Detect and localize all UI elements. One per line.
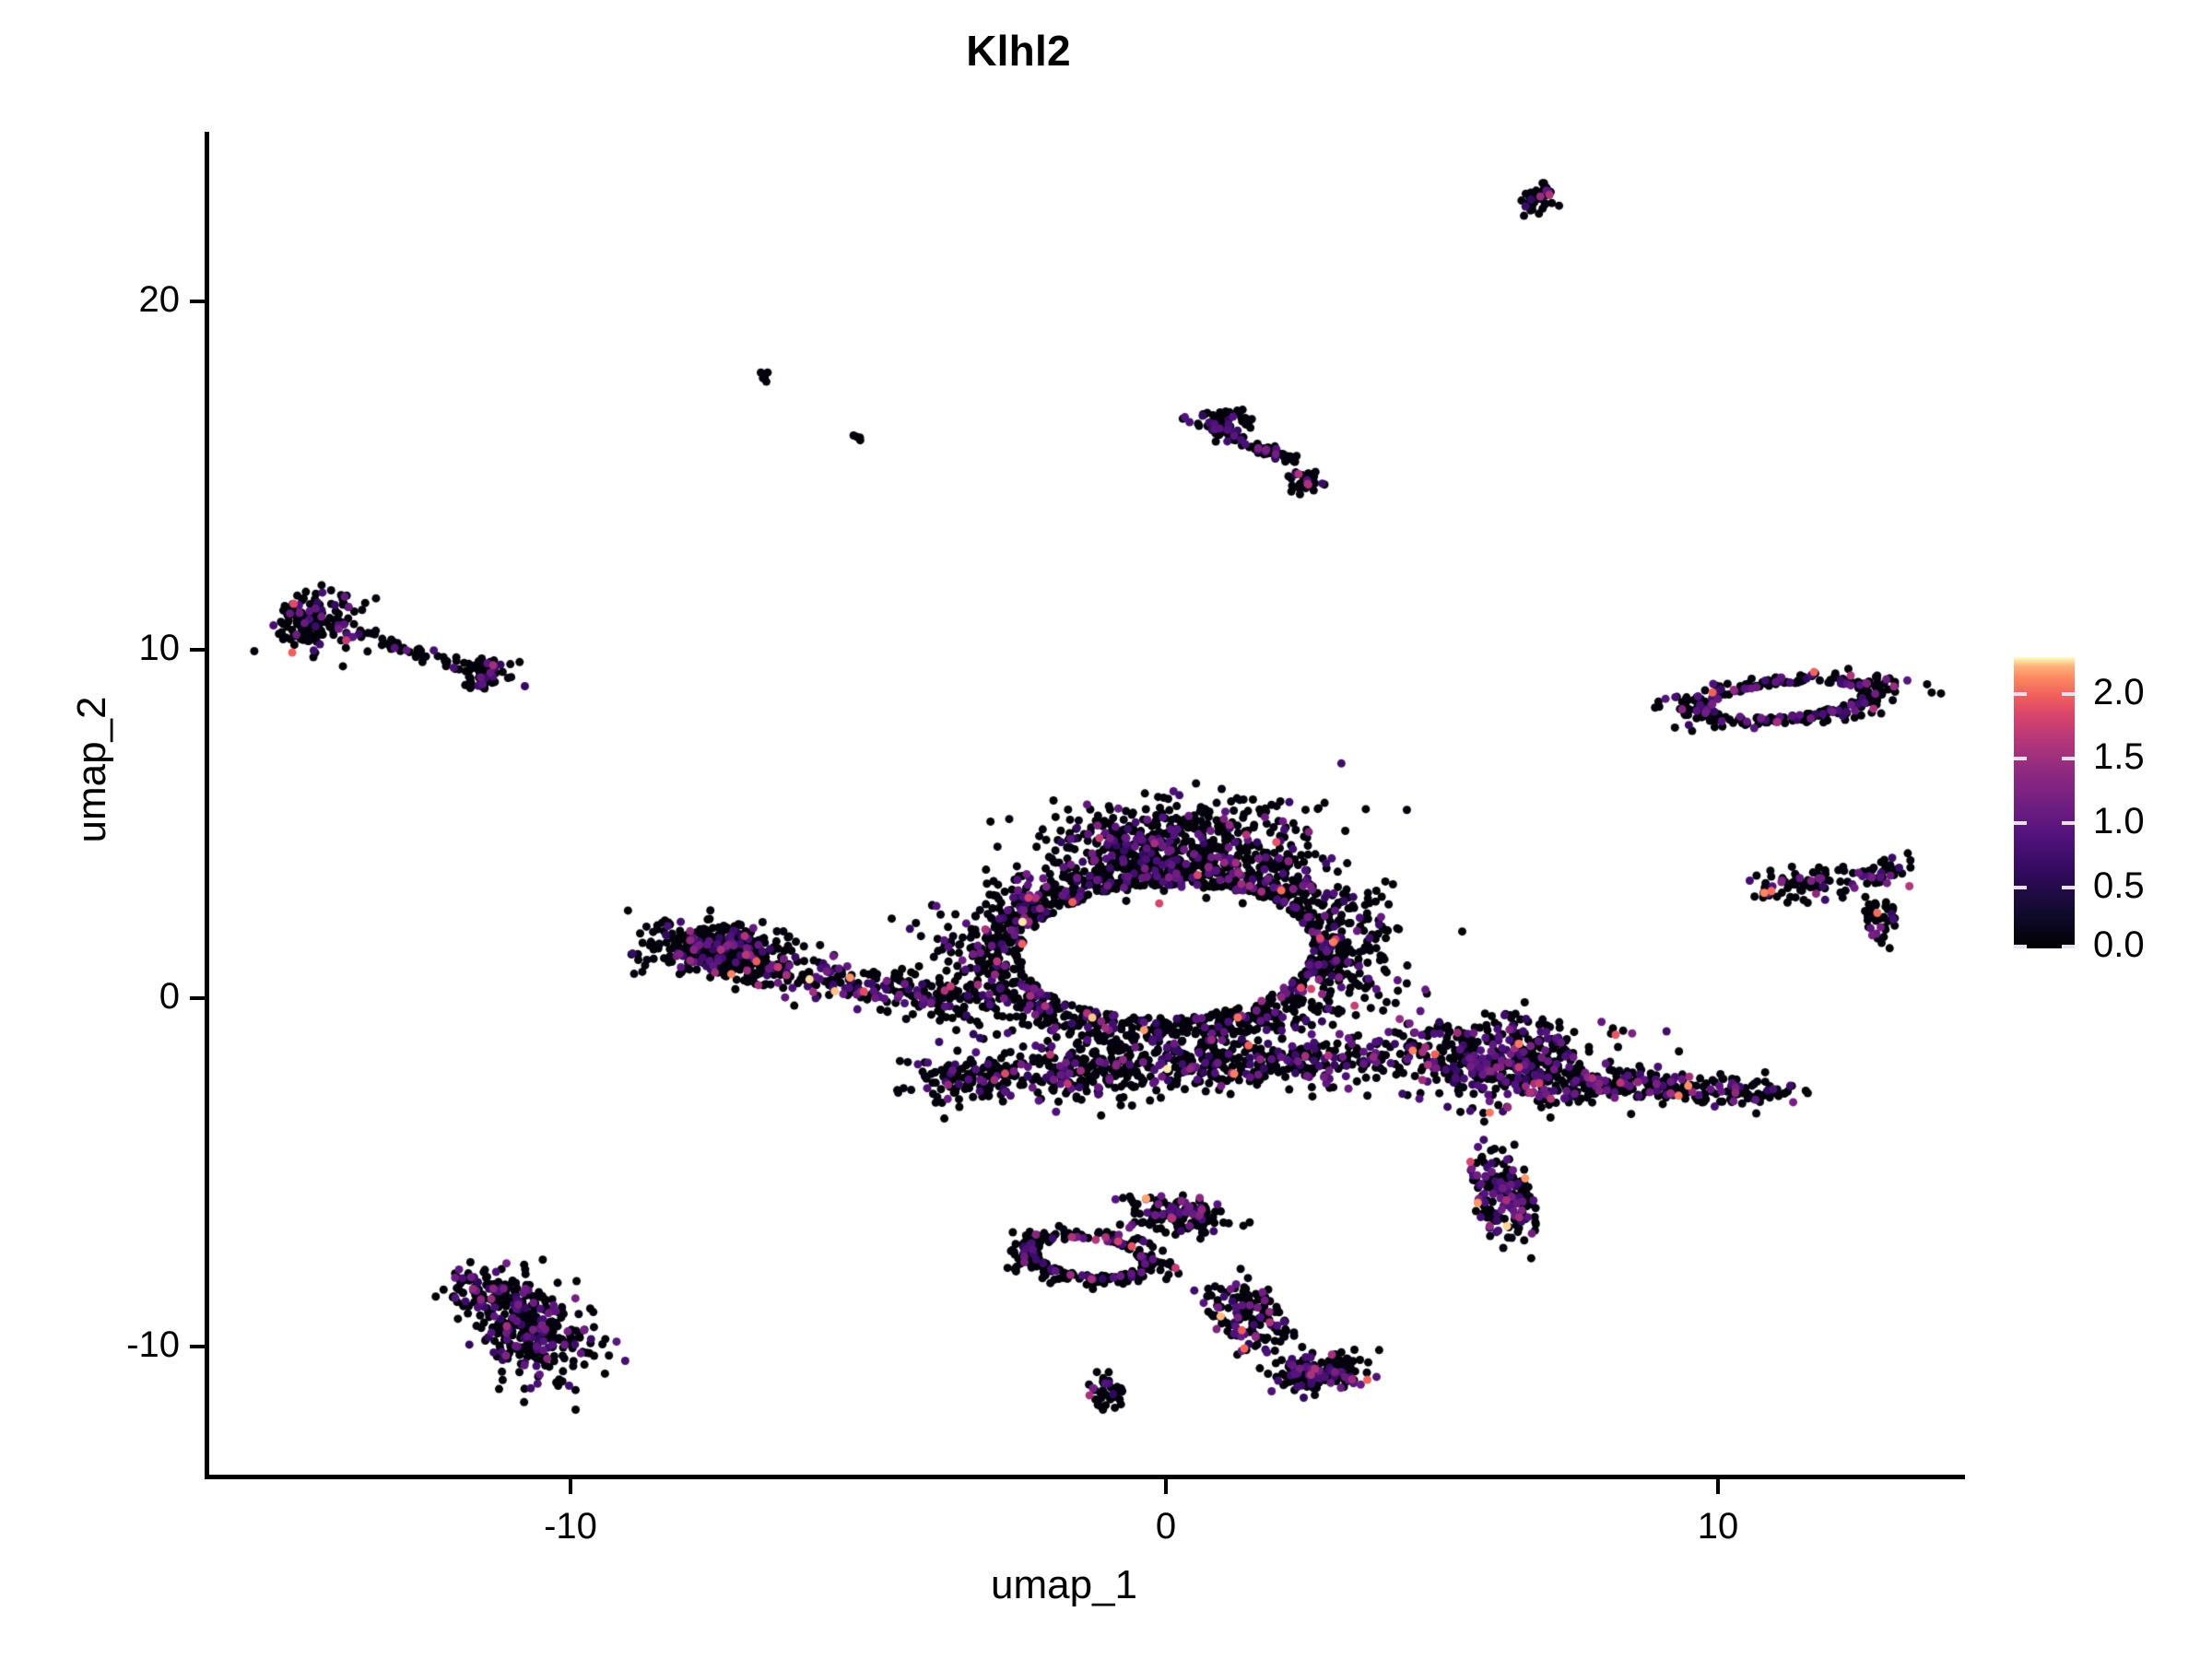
x-axis-title: umap_1 bbox=[991, 1562, 1138, 1607]
colorbar-tick-0-0-right bbox=[2062, 945, 2075, 948]
colorbar-tick-2-0-right bbox=[2062, 692, 2075, 696]
y-axis-line bbox=[205, 132, 209, 1479]
page-title: Klhl2 bbox=[966, 27, 1071, 75]
y-tick-mark-10 bbox=[190, 648, 205, 652]
y-tick-label-10: 10 bbox=[138, 628, 181, 668]
x-tick-mark--10 bbox=[569, 1479, 572, 1494]
scatter-canvas bbox=[205, 132, 1963, 1477]
x-tick-mark-10 bbox=[1716, 1479, 1720, 1494]
x-tick-label-10: 10 bbox=[1697, 1506, 1739, 1547]
y-tick-label-0: 0 bbox=[159, 976, 180, 1017]
y-tick-mark-20 bbox=[190, 300, 205, 303]
colorbar-tick-1-5-left bbox=[2014, 757, 2027, 760]
colorbar-label-1-0: 1.0 bbox=[2093, 801, 2145, 841]
x-axis-line bbox=[205, 1475, 1965, 1479]
colorbar-tick-0-0-left bbox=[2014, 945, 2027, 948]
colorbar-label-2-0: 2.0 bbox=[2093, 672, 2145, 712]
y-tick-mark--10 bbox=[190, 1345, 205, 1348]
plot-panel bbox=[205, 132, 1963, 1477]
y-axis-title: umap_2 bbox=[69, 696, 114, 843]
x-tick-label-0: 0 bbox=[1155, 1506, 1177, 1547]
x-tick-mark-0 bbox=[1164, 1479, 1168, 1494]
colorbar-gradient bbox=[2014, 657, 2075, 948]
colorbar-tick-0-5-right bbox=[2062, 886, 2075, 889]
colorbar-label-0-5: 0.5 bbox=[2093, 865, 2145, 906]
y-tick-label-20: 20 bbox=[138, 279, 181, 320]
y-tick-mark-0 bbox=[190, 996, 205, 1000]
x-tick-label--10: -10 bbox=[544, 1506, 597, 1547]
colorbar-tick-0-5-left bbox=[2014, 886, 2027, 889]
colorbar-label-1-5: 1.5 bbox=[2093, 736, 2145, 777]
colorbar-tick-1-0-right bbox=[2062, 821, 2075, 825]
colorbar-tick-2-0-left bbox=[2014, 692, 2027, 696]
colorbar-tick-1-0-left bbox=[2014, 821, 2027, 825]
y-tick-label--10: -10 bbox=[126, 1324, 180, 1365]
colorbar-label-0-0: 0.0 bbox=[2093, 924, 2145, 965]
colorbar-tick-1-5-right bbox=[2062, 757, 2075, 760]
